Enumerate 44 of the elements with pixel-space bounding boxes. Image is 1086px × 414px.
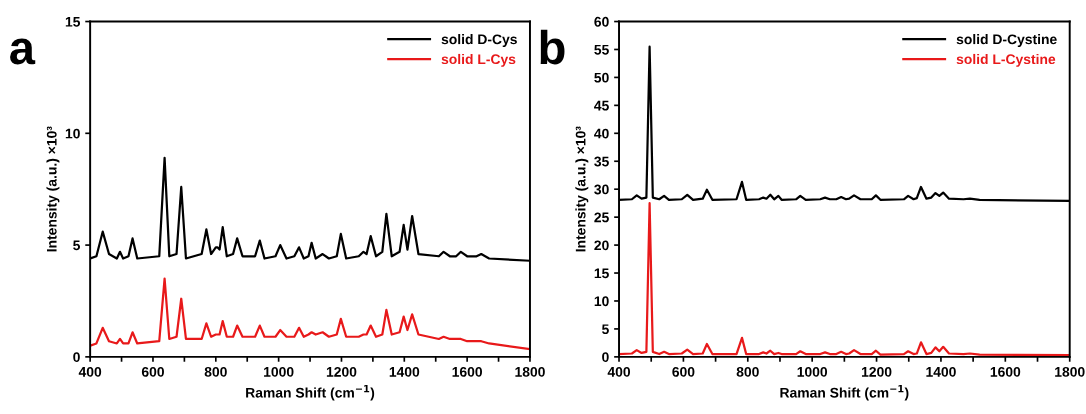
y-tick-label: 20 (594, 240, 609, 251)
legend-label: solid D-Cys (441, 34, 517, 47)
legend-label: solid D-Cystine (956, 34, 1057, 47)
text: b (540, 29, 565, 65)
x-tick-label: 1400 (926, 366, 956, 377)
y-tick-label: 50 (594, 72, 609, 83)
y-tick-label: 25 (594, 212, 609, 223)
y-tick-label: 55 (594, 44, 609, 55)
x-tick-label: 1600 (452, 366, 483, 377)
x-tick-label: 1800 (515, 366, 545, 377)
line-series (90, 277, 530, 351)
x-axis-title: Raman Shift (cm$^{−1}$) (780, 385, 909, 401)
x-axis-title: Raman Shift (cm$^{−1}$) (246, 385, 375, 401)
y-tick-label: 60 (594, 16, 609, 27)
text: a (10, 38, 36, 65)
y-tick-label: 45 (594, 100, 609, 111)
y-tick-label: 0 (73, 352, 80, 363)
x-tick-label: 800 (736, 366, 759, 377)
legend-label: solid L-Cys (441, 53, 516, 67)
y-axis-title: Intensity (a.u.) ×10³ (575, 126, 589, 252)
x-tick-label: 1800 (1055, 366, 1085, 377)
x-tick-label: 600 (672, 366, 695, 377)
y-tick-label: 0 (602, 352, 609, 363)
y-tick-label: 10 (65, 128, 80, 139)
y-tick-label: 40 (594, 128, 609, 139)
x-tick-label: 600 (141, 366, 164, 377)
y-axis-title: Intensity (a.u.) ×10³ (46, 126, 60, 252)
x-tick-label: 1000 (264, 366, 294, 377)
x-tick-label: 1000 (797, 366, 828, 377)
x-tick-label: 1200 (861, 366, 892, 377)
x-tick-label: 1200 (326, 366, 357, 377)
y-tick-label: 5 (73, 240, 81, 251)
y-tick-label: 10 (594, 296, 609, 307)
y-tick-label: 15 (594, 268, 609, 279)
y-tick-label: 5 (602, 324, 609, 335)
x-tick-label: 800 (204, 366, 227, 377)
y-tick-label: 35 (594, 156, 609, 167)
legend-label: solid L-Cystine (956, 53, 1056, 67)
x-tick-label: 400 (607, 366, 631, 377)
x-tick-label: 1600 (990, 366, 1021, 377)
x-tick-label: 1400 (389, 366, 420, 377)
y-tick-label: 30 (594, 184, 609, 195)
x-tick-label: 400 (78, 366, 102, 377)
y-tick-label: 15 (65, 17, 81, 27)
